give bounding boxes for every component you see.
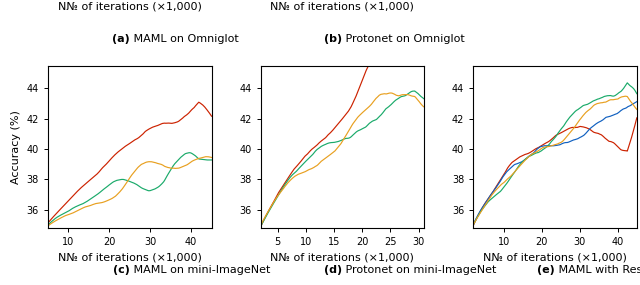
Text: (c): (c) (113, 265, 130, 275)
X-axis label: N№ of iterations (×1,000): N№ of iterations (×1,000) (58, 253, 202, 262)
Y-axis label: Accuracy (%): Accuracy (%) (11, 110, 21, 184)
Text: N№ of iterations (×1,000): N№ of iterations (×1,000) (271, 1, 414, 11)
Text: Protonet on Omniglot: Protonet on Omniglot (342, 34, 465, 44)
X-axis label: N№ of iterations (×1,000): N№ of iterations (×1,000) (271, 253, 414, 262)
Text: (b): (b) (324, 34, 342, 44)
Text: N№ of iterations (×1,000): N№ of iterations (×1,000) (58, 1, 202, 11)
X-axis label: N№ of iterations (×1,000): N№ of iterations (×1,000) (483, 253, 627, 262)
Text: MAML on mini-ImageNet: MAML on mini-ImageNet (130, 265, 270, 275)
Text: Protonet on mini-ImageNet: Protonet on mini-ImageNet (342, 265, 497, 275)
Text: (d): (d) (324, 265, 342, 275)
Text: (e): (e) (537, 265, 555, 275)
Text: (a): (a) (112, 34, 130, 44)
Text: MAML on Omniglot: MAML on Omniglot (130, 34, 239, 44)
Text: MAML with Resnet-10: MAML with Resnet-10 (555, 265, 640, 275)
